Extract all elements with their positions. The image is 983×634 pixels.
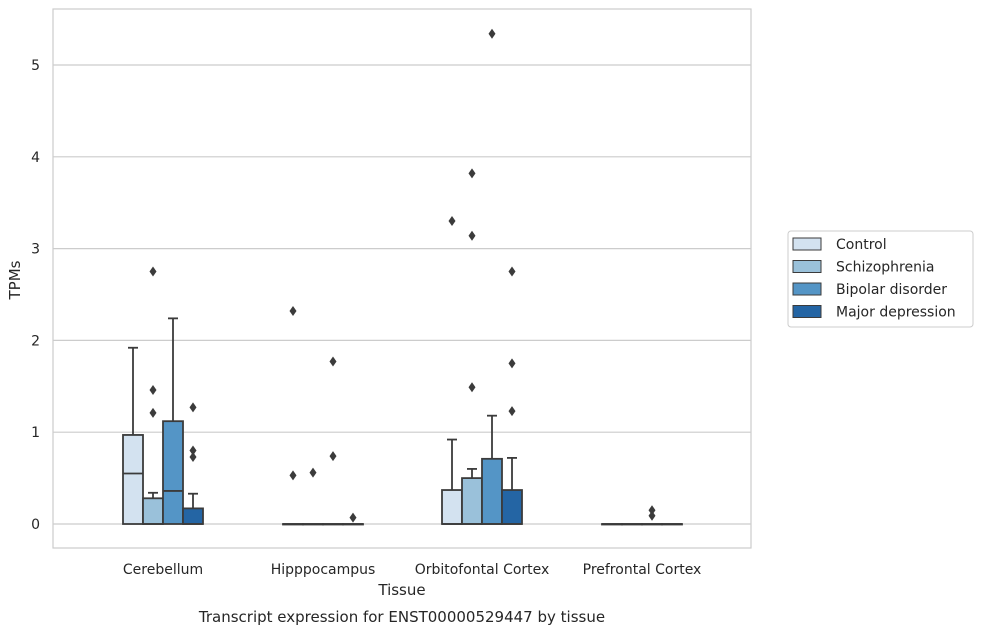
box-rect — [501, 489, 523, 525]
outlier-point — [468, 168, 476, 179]
x-tick-label: Orbitofontal Cortex — [415, 562, 550, 578]
y-tick-label: 5 — [31, 58, 40, 74]
box-3-0 — [182, 402, 204, 525]
outlier-point — [309, 467, 317, 478]
box-0-3 — [601, 523, 623, 526]
y-tick-label: 2 — [31, 333, 40, 349]
outlier-point — [289, 470, 297, 481]
box-2-1 — [322, 356, 344, 526]
outlier-point — [329, 356, 337, 367]
x-axis-label: Tissue — [377, 581, 425, 599]
legend-item: Control — [792, 237, 887, 253]
box-rect — [461, 477, 483, 525]
box-rect — [142, 497, 164, 525]
legend-label: Control — [836, 237, 887, 253]
outlier-point — [468, 230, 476, 241]
legend-label: Schizophrenia — [836, 260, 934, 276]
outlier-point — [349, 512, 357, 523]
outlier-point — [508, 406, 516, 417]
chart-caption: Transcript expression for ENST0000052944… — [198, 608, 605, 626]
outlier-point — [448, 216, 456, 227]
outlier-point — [508, 358, 516, 369]
box-3-1 — [342, 512, 364, 526]
outlier-point — [508, 266, 516, 277]
outlier-point — [468, 382, 476, 393]
box-2-3 — [641, 505, 663, 526]
box-0-2 — [441, 216, 463, 525]
x-tick-label: Cerebellum — [123, 562, 203, 578]
outlier-point — [149, 384, 157, 395]
y-tick-label: 1 — [31, 425, 40, 441]
x-tick-label: Prefrontal Cortex — [583, 562, 702, 578]
box-1-3 — [621, 523, 643, 526]
outlier-point — [488, 28, 496, 39]
grid-lines — [53, 64, 751, 525]
outlier-point — [329, 451, 337, 462]
box-0-1 — [282, 306, 304, 526]
y-tick-label: 0 — [31, 517, 40, 533]
box-rect — [122, 434, 144, 525]
legend-label: Bipolar disorder — [836, 282, 947, 298]
box-2-0 — [162, 317, 184, 525]
box-rect — [441, 489, 463, 525]
outlier-point — [289, 306, 297, 317]
box-1-1 — [302, 467, 324, 526]
outlier-point — [648, 505, 656, 516]
legend-items: Control Schizophrenia Bipolar disorder Majo… — [792, 237, 956, 321]
outlier-point — [149, 407, 157, 418]
box-1-2 — [461, 168, 483, 525]
outlier-point — [189, 402, 197, 413]
outlier-point — [149, 266, 157, 277]
box-rect — [162, 420, 184, 525]
x-tick-label: Hipppocampus — [271, 562, 376, 578]
legend: Control Schizophrenia Bipolar disorder Majo… — [787, 230, 974, 328]
legend-item: Bipolar disorder — [792, 282, 947, 298]
plot-frame — [52, 8, 752, 549]
box-rect — [182, 507, 204, 525]
legend-frame — [787, 230, 974, 328]
outlier-point — [648, 510, 656, 521]
x-tick-labels: Cerebellum Hipppocampus Orbitofontal Corte… — [123, 562, 701, 578]
legend-swatch — [792, 237, 822, 251]
legend-swatch — [792, 282, 822, 296]
legend-item: Schizophrenia — [792, 260, 934, 276]
box-1-0 — [142, 266, 164, 525]
outlier-point — [189, 445, 197, 456]
box-3-2 — [501, 266, 523, 525]
box-rect — [481, 457, 503, 525]
outlier-point — [189, 451, 197, 462]
y-tick-label: 3 — [31, 242, 40, 258]
y-axis-label: TPMs — [6, 260, 24, 300]
legend-swatch — [792, 305, 822, 318]
y-tick-label: 4 — [31, 150, 40, 166]
box-plot-marks — [122, 28, 683, 526]
legend-item: Major depression — [792, 305, 956, 321]
box-0-0 — [122, 346, 144, 525]
y-tick-labels: 0 1 2 3 4 5 — [31, 58, 40, 533]
box-3-3 — [661, 523, 683, 526]
box-2-2 — [481, 28, 503, 525]
legend-swatch — [792, 260, 822, 273]
legend-label: Major depression — [836, 305, 956, 321]
